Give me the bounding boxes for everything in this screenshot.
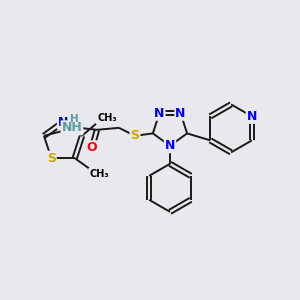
Text: CH₃: CH₃: [90, 169, 110, 179]
Text: S: S: [130, 129, 140, 142]
Text: N: N: [176, 107, 186, 120]
Text: S: S: [47, 152, 56, 165]
Text: N: N: [165, 139, 175, 152]
Text: N: N: [154, 107, 165, 120]
Text: O: O: [87, 141, 97, 154]
Text: CH₃: CH₃: [97, 113, 117, 123]
Text: NH: NH: [61, 121, 82, 134]
Text: N: N: [58, 116, 68, 128]
Text: N: N: [247, 110, 257, 123]
Text: H: H: [70, 114, 78, 124]
